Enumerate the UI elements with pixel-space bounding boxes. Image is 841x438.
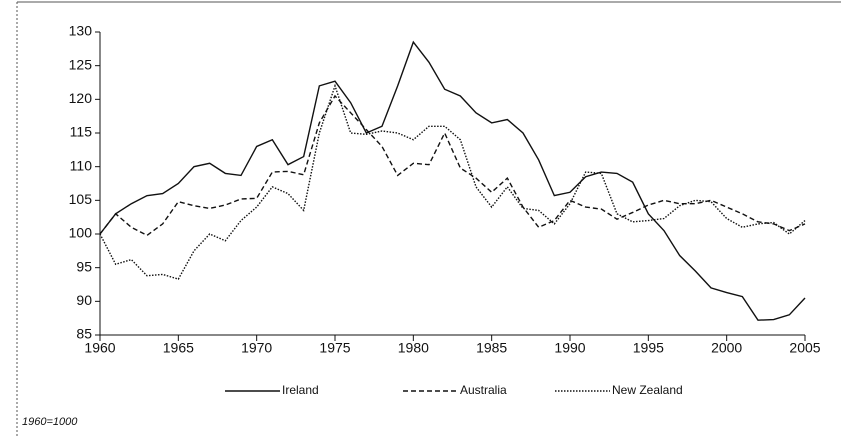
series-line	[99, 94, 806, 237]
legend-label: Ireland	[282, 383, 319, 397]
x-tick-label: 2000	[711, 340, 742, 356]
x-tick-label: 1970	[241, 340, 272, 356]
y-tick-label: 100	[69, 225, 93, 241]
y-tick-label: 125	[69, 56, 93, 72]
x-tick-label: 1985	[476, 340, 507, 356]
y-tick-label: 130	[69, 23, 93, 39]
series-line	[99, 83, 806, 280]
x-tick-label: 1975	[319, 340, 350, 356]
y-tick-label: 105	[69, 191, 93, 207]
x-tick-label: 1995	[633, 340, 664, 356]
series-line	[99, 40, 806, 321]
y-tick-label: 95	[76, 258, 92, 274]
x-tick-label: 1960	[84, 340, 115, 356]
y-tick-label: 115	[70, 124, 93, 140]
x-tick-label: 1980	[398, 340, 429, 356]
y-tick-label: 110	[70, 157, 93, 173]
x-tick-label: 1990	[554, 340, 585, 356]
y-tick-label: 120	[69, 90, 93, 106]
y-tick-label: 85	[76, 326, 92, 342]
x-tick-label: 2005	[789, 340, 820, 356]
x-tick-label: 1965	[163, 340, 194, 356]
legend-label: Australia	[460, 383, 507, 397]
legend-label: New Zealand	[612, 383, 683, 397]
note: 1960=1000	[22, 416, 78, 428]
y-tick-label: 90	[76, 292, 92, 308]
